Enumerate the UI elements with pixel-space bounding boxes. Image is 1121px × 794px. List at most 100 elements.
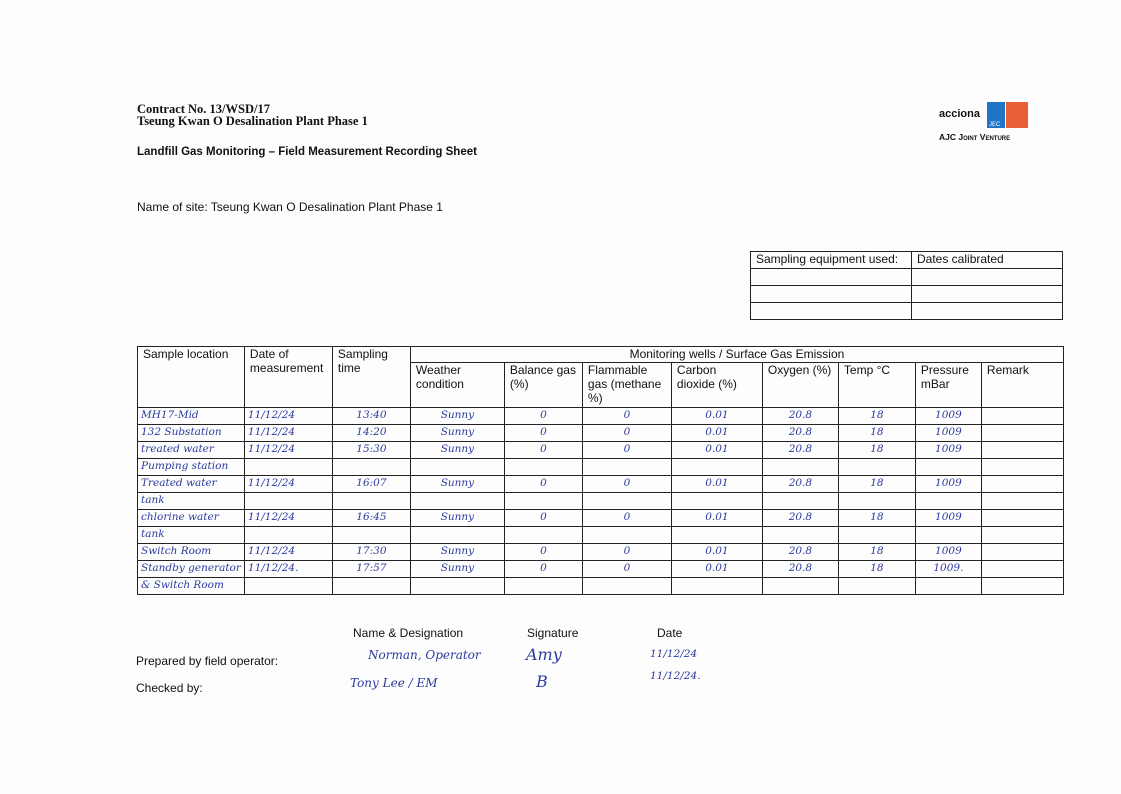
table-cell[interactable]: 0 [581, 509, 672, 527]
table-cell[interactable]: 11/12/24 [243, 509, 333, 527]
table-cell[interactable]: 0 [503, 424, 583, 442]
table-cell[interactable]: 0 [503, 441, 583, 459]
table-cell[interactable]: 1009 [914, 441, 982, 459]
table-cell[interactable] [980, 560, 1065, 578]
table-cell[interactable]: 1009 [914, 509, 982, 527]
table-cell[interactable]: 20.8 [761, 543, 839, 561]
table-cell[interactable]: chlorine water [137, 509, 245, 527]
table-cell[interactable]: 20.8 [761, 424, 839, 442]
table-cell[interactable]: 15:30 [331, 441, 411, 459]
table-cell[interactable]: 18 [837, 441, 916, 459]
table-cell[interactable]: Sunny [409, 509, 505, 527]
equipment-cell[interactable] [750, 268, 912, 286]
table-cell[interactable]: 20.8 [761, 475, 839, 493]
table-cell[interactable] [761, 526, 839, 544]
table-cell[interactable]: 0 [503, 543, 583, 561]
table-cell[interactable]: 0 [503, 509, 583, 527]
table-cell[interactable]: 11/12/24. [243, 560, 333, 578]
table-cell[interactable]: 0.01 [670, 509, 763, 527]
table-cell[interactable] [409, 577, 505, 595]
calibrated-cell[interactable] [911, 285, 1063, 303]
table-cell[interactable] [837, 458, 916, 476]
table-cell[interactable] [980, 475, 1065, 493]
table-cell[interactable]: 1009 [914, 475, 982, 493]
table-cell[interactable]: 132 Substation [137, 424, 245, 442]
table-cell[interactable]: 11/12/24 [243, 424, 333, 442]
table-cell[interactable]: 0.01 [670, 560, 763, 578]
table-cell[interactable] [409, 458, 505, 476]
table-cell[interactable]: 11/12/24 [243, 407, 333, 425]
table-cell[interactable]: Sunny [409, 441, 505, 459]
table-cell[interactable]: 0.01 [670, 441, 763, 459]
table-cell[interactable] [980, 458, 1065, 476]
table-cell[interactable] [980, 509, 1065, 527]
table-cell[interactable] [243, 492, 333, 510]
table-cell[interactable] [980, 492, 1065, 510]
table-cell[interactable] [670, 458, 763, 476]
table-cell[interactable]: 18 [837, 543, 916, 561]
table-cell[interactable]: 0 [581, 475, 672, 493]
table-cell[interactable]: Sunny [409, 424, 505, 442]
table-cell[interactable] [503, 526, 583, 544]
table-cell[interactable] [581, 526, 672, 544]
table-cell[interactable] [914, 492, 982, 510]
table-cell[interactable] [980, 441, 1065, 459]
table-cell[interactable] [331, 577, 411, 595]
table-cell[interactable]: treated water [137, 441, 245, 459]
table-cell[interactable] [409, 492, 505, 510]
table-cell[interactable]: tank [137, 526, 245, 544]
table-cell[interactable] [837, 526, 916, 544]
table-cell[interactable] [761, 492, 839, 510]
table-cell[interactable] [761, 458, 839, 476]
table-cell[interactable] [331, 526, 411, 544]
table-cell[interactable]: 20.8 [761, 560, 839, 578]
table-cell[interactable]: 0 [503, 560, 583, 578]
table-cell[interactable]: 1009. [914, 560, 982, 578]
calibrated-cell[interactable] [911, 302, 1063, 320]
table-cell[interactable]: 16:45 [331, 509, 411, 527]
table-cell[interactable]: Sunny [409, 407, 505, 425]
table-cell[interactable] [980, 577, 1065, 595]
table-cell[interactable]: 0 [581, 441, 672, 459]
table-cell[interactable] [243, 526, 333, 544]
equipment-cell[interactable] [750, 285, 912, 303]
table-cell[interactable] [581, 458, 672, 476]
table-cell[interactable]: Standby generator [137, 560, 245, 578]
table-cell[interactable]: 0.01 [670, 407, 763, 425]
table-cell[interactable]: Treated water [137, 475, 245, 493]
table-cell[interactable]: MH17-Mid [137, 407, 245, 425]
table-cell[interactable]: 18 [837, 560, 916, 578]
table-cell[interactable] [670, 577, 763, 595]
table-cell[interactable] [331, 492, 411, 510]
table-cell[interactable]: 16:07 [331, 475, 411, 493]
table-cell[interactable] [243, 458, 333, 476]
table-cell[interactable] [980, 543, 1065, 561]
table-cell[interactable]: 1009 [914, 407, 982, 425]
table-cell[interactable]: Sunny [409, 475, 505, 493]
table-cell[interactable]: Switch Room [137, 543, 245, 561]
table-cell[interactable]: 0.01 [670, 475, 763, 493]
table-cell[interactable]: 0 [503, 407, 583, 425]
table-cell[interactable]: 18 [837, 407, 916, 425]
table-cell[interactable]: 0 [581, 407, 672, 425]
table-cell[interactable] [980, 424, 1065, 442]
table-cell[interactable]: Sunny [409, 560, 505, 578]
table-cell[interactable] [980, 526, 1065, 544]
table-cell[interactable]: 0 [581, 560, 672, 578]
table-cell[interactable]: 20.8 [761, 509, 839, 527]
table-cell[interactable]: 11/12/24 [243, 475, 333, 493]
table-cell[interactable]: 11/12/24 [243, 441, 333, 459]
table-cell[interactable] [914, 526, 982, 544]
table-cell[interactable]: 17:57 [331, 560, 411, 578]
table-cell[interactable]: 18 [837, 424, 916, 442]
table-cell[interactable]: tank [137, 492, 245, 510]
table-cell[interactable]: 0 [503, 475, 583, 493]
table-cell[interactable]: 20.8 [761, 441, 839, 459]
table-cell[interactable]: 0 [581, 424, 672, 442]
table-cell[interactable]: 17:30 [331, 543, 411, 561]
table-cell[interactable] [503, 577, 583, 595]
table-cell[interactable]: 0 [581, 543, 672, 561]
table-cell[interactable] [837, 577, 916, 595]
table-cell[interactable] [980, 407, 1065, 425]
table-cell[interactable]: 11/12/24 [243, 543, 333, 561]
